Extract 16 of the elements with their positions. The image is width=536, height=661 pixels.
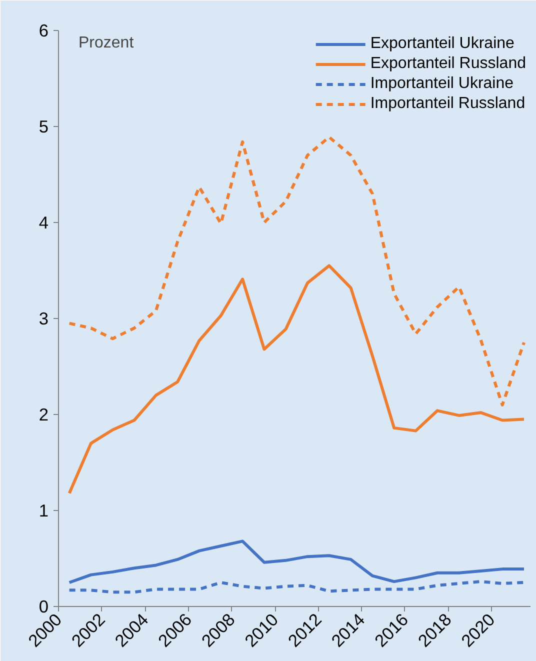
- y-tick-label: 5: [38, 116, 49, 136]
- y-tick-label: 3: [38, 308, 49, 328]
- line-series: [68, 136, 526, 406]
- y-tick-label: 4: [38, 212, 49, 232]
- legend-label: Importanteil Ukraine: [370, 75, 514, 93]
- line-series: [68, 580, 526, 594]
- y-tick-label: 6: [38, 20, 49, 40]
- legend-label: Exportanteil Russland: [370, 55, 526, 73]
- line-series: [68, 264, 526, 495]
- line-series: [68, 540, 526, 584]
- legend-label: Exportanteil Ukraine: [370, 35, 514, 53]
- legend-label: Importanteil Russland: [370, 95, 526, 113]
- y-tick-label: 0: [38, 596, 49, 616]
- y-tick-label: 1: [38, 500, 49, 520]
- y-tick-label: 2: [38, 404, 49, 424]
- y-axis-title: Prozent: [78, 34, 134, 52]
